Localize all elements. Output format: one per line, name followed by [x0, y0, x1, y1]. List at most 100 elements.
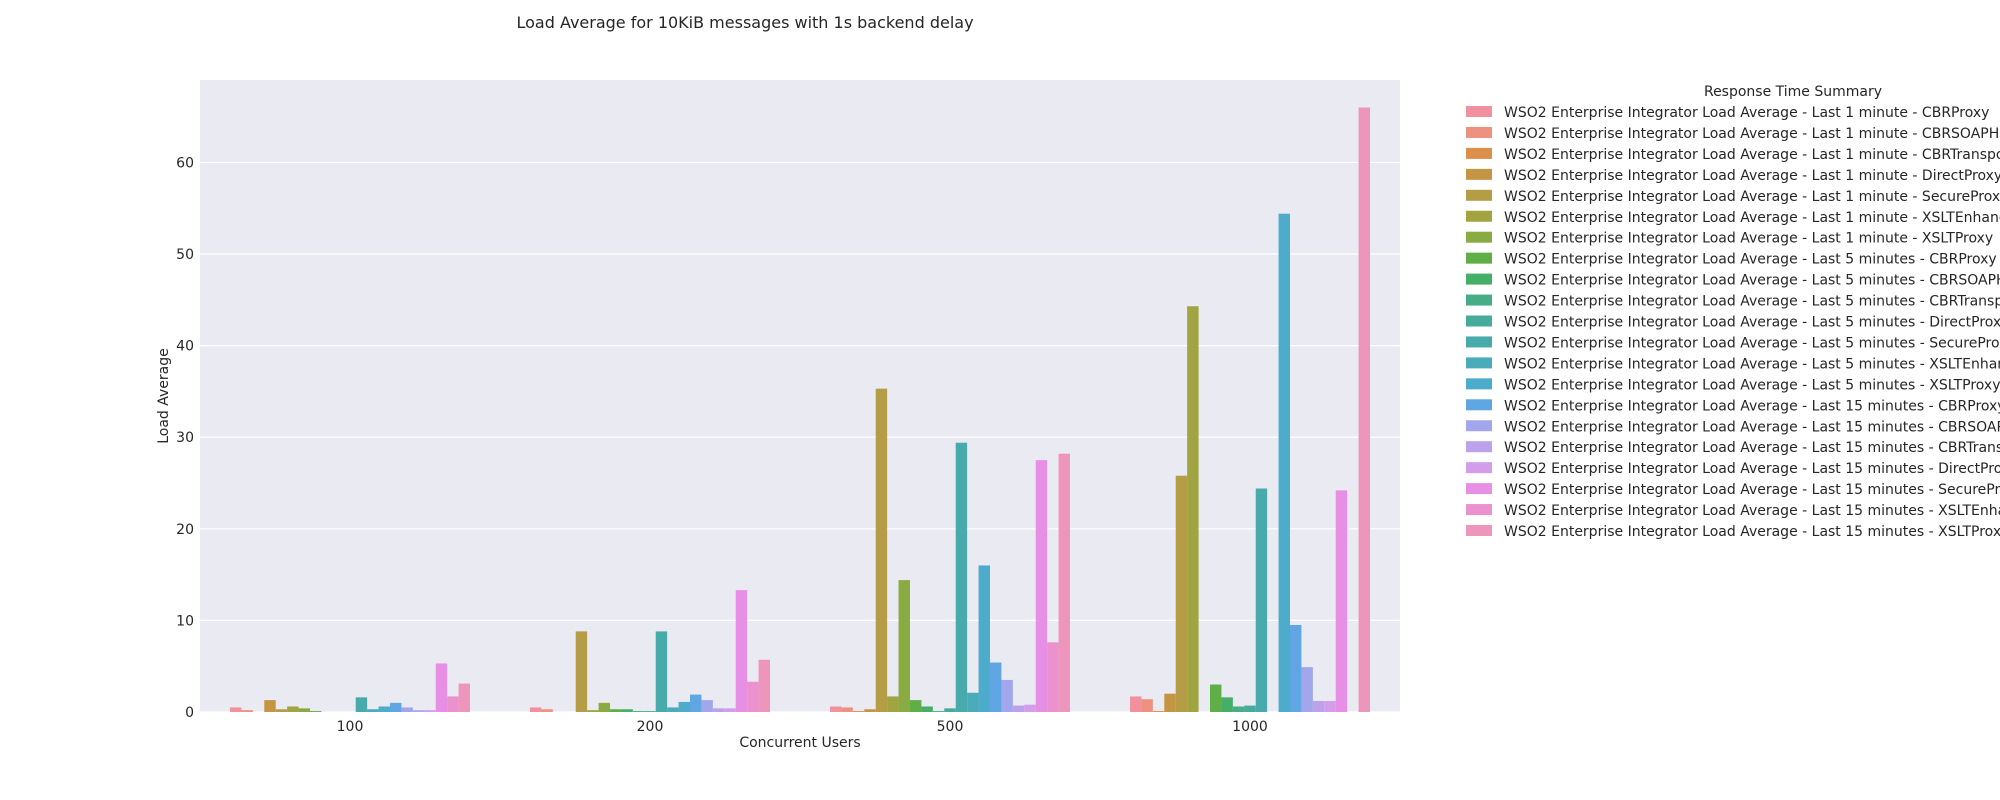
legend-swatch: [1466, 126, 1492, 138]
bar: [735, 590, 748, 712]
legend-entry: WSO2 Enterprise Integrator Load Average …: [1504, 398, 2000, 414]
bar: [747, 681, 759, 712]
bar: [990, 662, 1002, 712]
x-axis-ticks: 100 200 500 1000: [337, 719, 1268, 735]
bar: [1175, 475, 1188, 712]
bar: [712, 708, 725, 712]
bar: [355, 697, 368, 712]
legend-entry: WSO2 Enterprise Integrator Load Average …: [1504, 189, 2000, 205]
y-tick-label: 60: [176, 155, 194, 171]
legend: Response Time Summary WSO2 Enterprise In…: [1466, 84, 2000, 540]
bar: [1187, 306, 1199, 712]
legend-swatch: [1466, 106, 1492, 117]
legend-entry: WSO2 Enterprise Integrator Load Average …: [1504, 440, 2000, 456]
bar: [875, 388, 888, 712]
bar: [1278, 213, 1290, 712]
bar: [967, 692, 979, 712]
bar: [367, 709, 379, 712]
bar: [887, 696, 899, 712]
bar: [298, 708, 310, 712]
bar: [378, 706, 390, 712]
bar: [932, 711, 945, 712]
legend-entry: WSO2 Enterprise Integrator Load Average …: [1504, 335, 2000, 351]
bar: [435, 663, 448, 712]
bar: [230, 707, 242, 712]
bar: [667, 707, 679, 712]
bar: [390, 702, 402, 712]
legend-entry: WSO2 Enterprise Integrator Load Average …: [1504, 377, 2000, 393]
x-tick-label: 100: [337, 719, 364, 735]
bar: [424, 710, 436, 712]
x-tick-label: 1000: [1232, 719, 1268, 735]
bar: [1012, 705, 1025, 712]
bar: [1324, 701, 1336, 712]
legend-swatch: [1466, 147, 1492, 159]
legend-entry: WSO2 Enterprise Integrator Load Average …: [1504, 210, 2000, 226]
legend-swatch: [1466, 231, 1492, 243]
legend-entry: WSO2 Enterprise Integrator Load Average …: [1504, 294, 2000, 310]
bar: [1210, 684, 1222, 712]
bar: [864, 709, 876, 712]
legend-swatch: [1466, 252, 1492, 264]
bar: [621, 709, 633, 712]
bar: [655, 631, 668, 712]
legend-entry: WSO2 Enterprise Integrator Load Average …: [1504, 419, 2000, 435]
x-tick-label: 200: [637, 719, 664, 735]
bar: [1058, 453, 1070, 712]
plot-area: [200, 80, 1400, 712]
y-axis-title: Load Average: [156, 348, 172, 444]
bar: [678, 701, 690, 712]
legend-entry: WSO2 Enterprise Integrator Load Average …: [1504, 273, 2000, 289]
bar: [1301, 667, 1313, 712]
bar: [264, 700, 276, 712]
legend-swatch: [1466, 357, 1492, 369]
bar: [275, 709, 288, 712]
bar: [1358, 107, 1370, 712]
bar: [955, 442, 968, 712]
bar: [724, 708, 736, 712]
bar: [841, 707, 853, 712]
bar: [852, 711, 865, 712]
bar: [1035, 460, 1048, 712]
bar: [598, 702, 610, 712]
bar: [758, 659, 770, 712]
legend-swatch: [1466, 189, 1492, 201]
legend-entry: WSO2 Enterprise Integrator Load Average …: [1504, 252, 1997, 268]
legend-entry: WSO2 Enterprise Integrator Load Average …: [1504, 461, 2000, 477]
legend-title: Response Time Summary: [1704, 84, 1882, 100]
legend-swatch: [1466, 441, 1492, 453]
legend-swatch: [1466, 462, 1492, 474]
legend-swatch: [1466, 294, 1492, 306]
bar: [310, 711, 322, 712]
legend-swatch: [1466, 336, 1492, 348]
bar: [1232, 706, 1245, 712]
bar: [632, 711, 645, 712]
bar: [587, 710, 599, 712]
legend-entry: WSO2 Enterprise Integrator Load Average …: [1504, 482, 2000, 498]
legend-swatch: [1466, 378, 1492, 390]
bar: [1024, 704, 1036, 712]
bar: [898, 580, 910, 712]
y-axis-ticks: 0 10 20 30 40 50 60: [176, 155, 194, 721]
bar: [1221, 697, 1233, 712]
bars: [230, 107, 1370, 712]
gridlines: [200, 161, 1400, 713]
legend-entry: WSO2 Enterprise Integrator Load Average …: [1504, 168, 2000, 184]
legend-swatch: [1466, 210, 1492, 222]
legend-swatch: [1466, 420, 1492, 432]
x-tick-label: 500: [937, 719, 964, 735]
bar: [1335, 490, 1348, 712]
legend-swatch: [1466, 483, 1492, 495]
bar: [644, 711, 656, 712]
bar: [701, 700, 713, 712]
bar: [910, 700, 922, 712]
bar: [401, 707, 413, 712]
bar: [447, 696, 459, 712]
bar: [921, 706, 933, 712]
x-axis-title: Concurrent Users: [739, 735, 860, 751]
bar: [1152, 711, 1165, 712]
legend-entry: WSO2 Enterprise Integrator Load Average …: [1504, 524, 2000, 540]
bar: [458, 683, 470, 712]
legend-entry: WSO2 Enterprise Integrator Load Average …: [1504, 147, 2000, 163]
bar: [690, 694, 702, 712]
